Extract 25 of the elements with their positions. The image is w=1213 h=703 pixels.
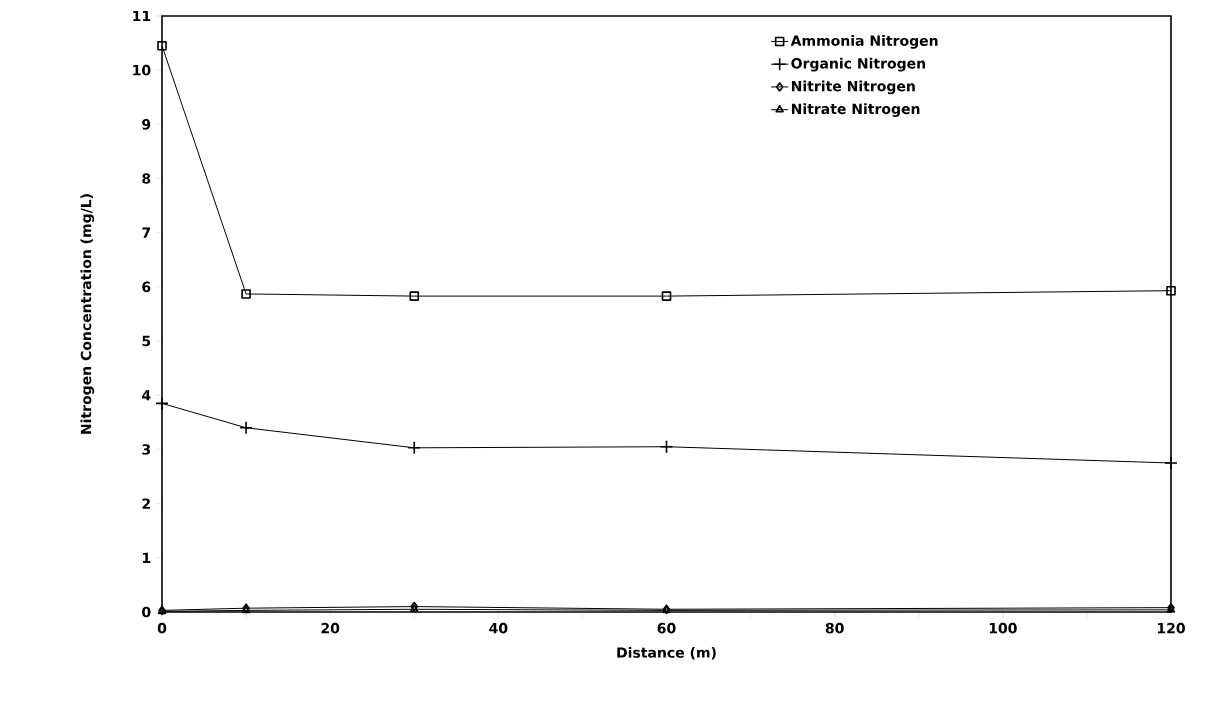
x-tick-label: 100: [989, 622, 1017, 634]
x-tick-label: 120: [1157, 622, 1185, 634]
y-tick-label: 6: [142, 281, 151, 293]
legend-label: Ammonia Nitrogen: [790, 35, 938, 49]
x-tick-label: 40: [489, 622, 508, 634]
y-tick-label: 8: [142, 173, 151, 184]
y-tick-label: 5: [142, 335, 151, 347]
y-tick-label: 11: [133, 10, 151, 22]
x-axis-title: Distance (m): [617, 646, 716, 660]
y-tick-label: 0: [142, 606, 151, 618]
x-tick-label: 0: [157, 622, 167, 634]
y-tick-label: 4: [142, 390, 151, 401]
y-tick-label: 2: [142, 498, 150, 509]
y-tick-label: 3: [142, 444, 151, 455]
y-tick-label: 10: [133, 64, 151, 76]
x-tick-label: 20: [321, 622, 340, 634]
legend-label: Organic Nitrogen: [791, 57, 926, 72]
y-tick-label: 7: [142, 227, 151, 238]
legend-label: Nitrate Nitrogen: [791, 103, 920, 117]
x-tick-label: 80: [825, 622, 844, 634]
x-tick-label: 60: [657, 622, 676, 634]
y-tick-label: 1: [142, 552, 151, 563]
y-tick-label: 9: [142, 119, 151, 130]
legend-label: Nitrite Nitrogen: [791, 80, 915, 95]
y-axis-title: Nitrogen Concentration (mg/L): [80, 194, 95, 434]
